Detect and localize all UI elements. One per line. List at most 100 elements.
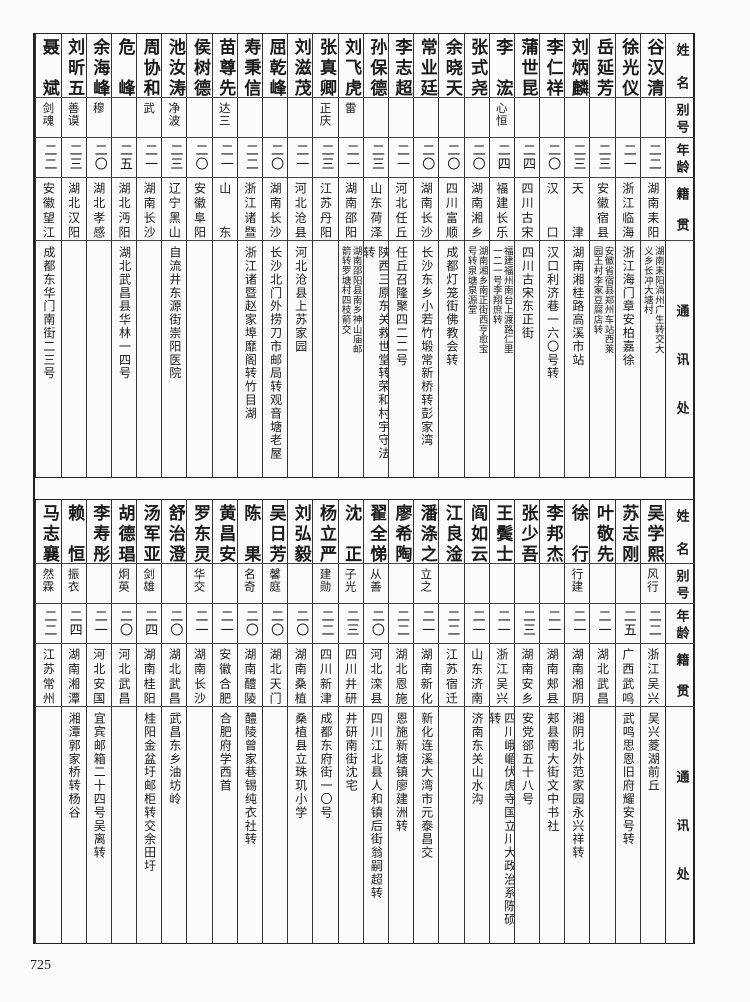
person-origin-cell: 浙江吴兴 xyxy=(489,644,514,707)
person-age: 二二 xyxy=(444,609,460,637)
person-age-cell: 二〇 xyxy=(86,138,111,178)
person-address-cell: 陕西三原东关救世堂转荣和村宇守法转 xyxy=(364,241,388,477)
person-address-cell: 武昌东乡油坊岭 xyxy=(162,707,186,943)
person-age-cell: 二〇 xyxy=(162,604,187,644)
person-origin-cell: 湖南邵阳 xyxy=(338,178,363,241)
person-alias-cell xyxy=(439,564,464,604)
person-alias: 达三 xyxy=(217,102,232,127)
person-address-cell: 桂阳金盆圩邮柜转交余田圩 xyxy=(137,707,161,943)
person-age: 二〇 xyxy=(419,143,435,171)
person-alias-cell: 从善 xyxy=(363,564,388,604)
person-alias-cell xyxy=(111,98,137,138)
header-cell-age: 年龄 xyxy=(666,138,695,178)
person-name: 聂斌 xyxy=(38,38,59,96)
person-alias-cell xyxy=(590,564,615,604)
person-origin: 湖北天门 xyxy=(268,648,283,704)
person-address-cell: 恩施新塘镇廖建洲转 xyxy=(389,707,413,943)
person-name-cell: 苏志刚 xyxy=(615,500,640,564)
person-alias-cell xyxy=(464,564,489,604)
person-name-cell: 马志襄 xyxy=(36,500,61,564)
person-origin-cell: 湖北孝感 xyxy=(86,178,111,241)
person-age-cell: 二一 xyxy=(540,604,565,644)
header-column: 姓名 别号 年龄 籍贯 通讯处 xyxy=(665,500,695,943)
person-alias: 振衣 xyxy=(66,568,81,593)
person-column: 廖希陶 二二 湖北恩施 恩施新塘镇廖建洲转 xyxy=(387,500,414,943)
person-name: 张真卿 xyxy=(315,38,336,96)
person-address: 河北沧县上苏家园 xyxy=(293,246,308,354)
person-column: 苏志刚 二五 广西武鸣 武鸣思恩旧府耀安号转 xyxy=(614,500,640,943)
person-alias: 立之 xyxy=(419,568,434,593)
person-alias: 炯英 xyxy=(116,568,131,593)
person-origin: 湖南湘阴 xyxy=(570,648,585,704)
person-origin: 辽宁黑山 xyxy=(167,182,182,238)
person-alias-cell xyxy=(414,98,439,138)
person-age: 二三 xyxy=(66,143,82,171)
person-column: 孙保德 二三 山东荷泽 陕西三原东关救世堂转荣和村宇守法转 xyxy=(362,34,388,477)
person-age: 二四 xyxy=(519,143,535,171)
person-origin: 福建长乐 xyxy=(494,182,509,238)
person-origin: 湖北孝感 xyxy=(91,182,106,238)
header-cell-address: 通讯处 xyxy=(666,707,695,943)
person-address: 四川峨嵋伏虎寺国立川大政治系陈硕转 xyxy=(489,712,514,927)
person-age: 二三 xyxy=(318,143,334,171)
person-origin: 安徽合肥 xyxy=(217,648,232,704)
person-name: 刘飞虎 xyxy=(341,38,362,96)
header-cell-name: 姓名 xyxy=(666,34,695,98)
person-name-cell: 余晓天 xyxy=(439,34,464,98)
person-column: 刘滋茂 二一 河北沧县 河北沧县上苏家园 xyxy=(287,34,313,477)
person-alias-cell: 善谟 xyxy=(61,98,86,138)
person-origin: 湖南醴陵 xyxy=(242,648,257,704)
person-age: 二〇 xyxy=(167,609,183,637)
header-cell-alias: 别号 xyxy=(666,564,695,604)
person-name: 苗尊先 xyxy=(215,38,236,96)
person-name: 危峰 xyxy=(114,38,135,96)
person-alias-cell xyxy=(86,564,111,604)
person-address: 成都灯笼街佛教会转 xyxy=(444,246,459,367)
person-name: 汤军亚 xyxy=(139,504,160,562)
person-origin-cell: 湖南耒阳 xyxy=(640,178,665,241)
person-column: 李寿彤 二一 河北安国 宜宾邮箱二十四号吴离转 xyxy=(85,500,111,943)
person-origin-cell: 湖北恩施 xyxy=(388,644,414,707)
person-name-cell: 陈果 xyxy=(237,500,262,564)
person-origin-cell: 湖北天门 xyxy=(263,644,288,707)
person-age: 二〇 xyxy=(116,609,132,637)
person-origin: 浙江吴兴 xyxy=(645,648,660,704)
person-origin: 江苏宿迁 xyxy=(444,648,459,704)
person-origin: 安徽阜阳 xyxy=(192,182,207,238)
person-name-cell: 徐行 xyxy=(565,500,590,564)
person-address-cell xyxy=(112,707,136,943)
person-name: 罗东灵 xyxy=(190,504,211,562)
person-name-cell: 李邦杰 xyxy=(540,500,565,564)
person-alias-cell xyxy=(615,98,640,138)
person-alias-cell xyxy=(640,98,665,138)
person-origin: 湖南安乡 xyxy=(519,648,534,704)
person-name: 孙保德 xyxy=(366,38,387,96)
person-origin-cell: 浙江吴兴 xyxy=(640,644,665,707)
person-age-cell: 二〇 xyxy=(540,138,565,178)
person-address-cell: 桑植县立珠玑小学 xyxy=(288,707,312,943)
person-age-cell: 二四 xyxy=(489,138,514,178)
person-column: 张式尧 二〇 湖南湘乡 湖南湘乡南正街西亨愈宝号转泉塘泉源堂 xyxy=(463,34,489,477)
person-address: 成都东府街一〇号 xyxy=(318,712,333,820)
person-origin: 浙江诸暨 xyxy=(242,182,257,238)
person-origin-cell: 湖北沔阳 xyxy=(111,178,137,241)
person-name: 翟全悌 xyxy=(366,504,387,562)
person-alias-cell xyxy=(212,564,237,604)
header-cell-origin: 籍贯 xyxy=(666,178,695,241)
person-age-cell: 二一 xyxy=(388,138,414,178)
person-age-cell: 二二 xyxy=(237,138,262,178)
person-alias-cell xyxy=(489,564,514,604)
person-age-cell: 二三 xyxy=(162,138,187,178)
person-origin: 安徽宿县 xyxy=(595,182,610,238)
person-name: 岳延芳 xyxy=(593,38,614,96)
person-origin: 四川富顺 xyxy=(444,182,459,238)
person-address-cell: 湘阴北外范家园永兴祥转 xyxy=(565,707,589,943)
person-column: 王鬓士 二一 浙江吴兴 四川峨嵋伏虎寺国立川大政治系陈硕转 xyxy=(488,500,514,943)
person-origin-cell: 河北滦县 xyxy=(363,644,388,707)
person-name-cell: 张真卿 xyxy=(313,34,338,98)
person-alias-cell: 剑雄 xyxy=(137,564,162,604)
person-name: 侯树德 xyxy=(190,38,211,96)
person-name-cell: 王鬓士 xyxy=(489,500,514,564)
person-name-cell: 翟全悌 xyxy=(363,500,388,564)
person-origin-cell: 河北任丘 xyxy=(388,178,414,241)
